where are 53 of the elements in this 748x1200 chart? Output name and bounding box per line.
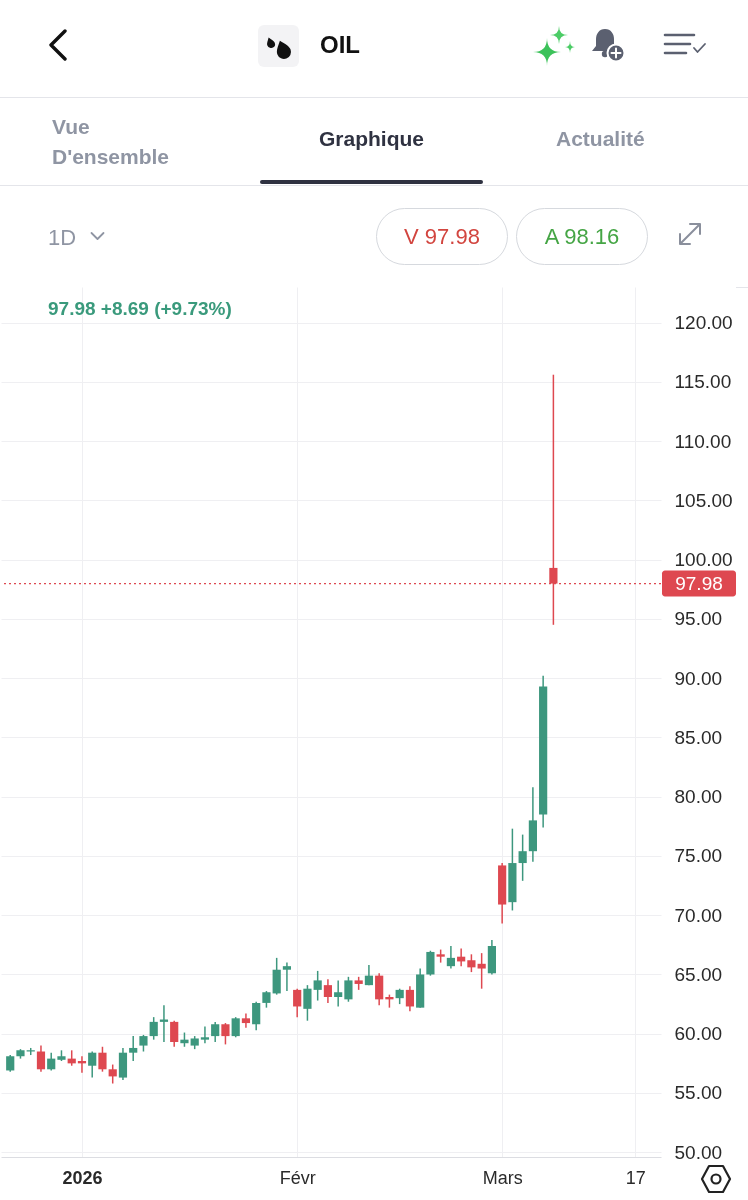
- chart-title: OIL: [320, 31, 360, 59]
- y-tick-label: 75.00: [674, 845, 723, 867]
- candlestick: [282, 961, 292, 992]
- x-tick-label: 17: [625, 1167, 646, 1188]
- y-tick-label: 65.00: [674, 963, 723, 985]
- y-tick-label: 90.00: [674, 667, 723, 689]
- candlestick: [293, 987, 302, 1018]
- candlestick: [477, 952, 486, 990]
- candlestick: [303, 984, 312, 1022]
- candlestick: [323, 978, 333, 1004]
- y-tick-label: 50.00: [674, 1141, 723, 1163]
- candlestick: [446, 945, 456, 970]
- candlestick: [518, 833, 527, 882]
- candlestick: [200, 1025, 210, 1044]
- candlestick: [272, 957, 281, 996]
- candlestick: [211, 1021, 220, 1043]
- candlestick: [88, 1050, 97, 1079]
- candlestick: [170, 1019, 179, 1048]
- candlestick: [334, 979, 343, 1008]
- text: Vue D'ensemble: [52, 114, 171, 170]
- candlestick: [231, 1016, 240, 1039]
- candlestick: [313, 970, 322, 1002]
- x-tick-label: Févr: [279, 1167, 316, 1188]
- ref-line-label: 97.98: [675, 572, 723, 594]
- candlestick: [344, 976, 353, 1003]
- y-tick-label: 85.00: [674, 726, 723, 748]
- y-tick-label: 95.00: [674, 608, 723, 630]
- y-tick-label: 70.00: [674, 904, 723, 926]
- y-tick-label: 60.00: [674, 1023, 723, 1045]
- candlestick: [221, 1022, 230, 1046]
- candlestick: [375, 972, 384, 1007]
- candlestick: [98, 1046, 107, 1073]
- y-tick-label: 80.00: [674, 786, 723, 808]
- text: Graphique: [318, 127, 425, 151]
- candlestick: [149, 1016, 158, 1041]
- x-tick-label: Mars: [482, 1167, 523, 1188]
- text: 1D: [48, 225, 77, 251]
- candlestick: [36, 1044, 46, 1073]
- y-tick-label: 100.00: [674, 549, 733, 571]
- candlestick: [405, 985, 415, 1012]
- y-tick-label: 120.00: [674, 312, 733, 334]
- candlestick: [129, 1035, 138, 1062]
- x-tick-label: 2026: [62, 1167, 103, 1188]
- candlestick: [108, 1063, 117, 1085]
- y-tick-label: 105.00: [674, 489, 733, 511]
- candlestick: [426, 950, 435, 977]
- text: Actualité: [556, 127, 645, 151]
- y-tick-label: 55.00: [674, 1082, 723, 1104]
- candlestick: [549, 373, 558, 626]
- y-tick-label: 110.00: [674, 430, 732, 452]
- y-tick-label: 115.00: [674, 371, 732, 393]
- annotation: 97.98 +8.69 (+9.73%): [48, 298, 232, 320]
- candlestick: [252, 1000, 261, 1031]
